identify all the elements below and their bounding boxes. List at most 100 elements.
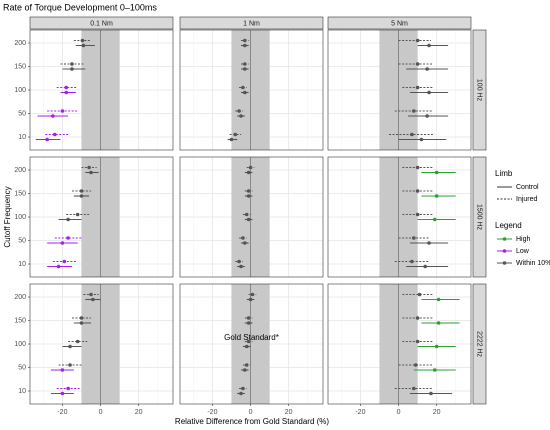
column-label: 5 Nm <box>391 20 408 27</box>
strip <box>179 16 324 30</box>
point <box>81 43 86 48</box>
x-tick-label: 0 <box>99 409 103 416</box>
point <box>246 170 251 175</box>
point <box>243 67 247 71</box>
point <box>246 194 251 198</box>
point <box>79 321 84 325</box>
legend-swatch <box>502 261 507 265</box>
point <box>79 194 84 198</box>
point <box>79 189 84 193</box>
y-tick-label: 150 <box>14 190 26 197</box>
point <box>415 165 420 170</box>
strip <box>472 156 487 278</box>
y-tick-label: 150 <box>14 63 26 70</box>
y-tick-label: 100 <box>14 214 26 221</box>
x-tick-label: 20 <box>285 409 293 416</box>
point <box>436 297 441 302</box>
point <box>434 170 439 175</box>
point <box>434 344 439 349</box>
y-tick-label: 200 <box>14 40 26 47</box>
point <box>66 217 70 222</box>
point <box>243 43 247 48</box>
point <box>237 259 241 264</box>
legend-title: Limb <box>495 169 513 178</box>
panel-border <box>327 283 472 405</box>
x-tick-label: 20 <box>433 409 441 416</box>
point <box>239 264 243 269</box>
point <box>246 339 251 344</box>
y-tick-label: 50 <box>18 364 26 371</box>
x-tick-label: 0 <box>397 409 401 416</box>
panel-border <box>179 29 324 151</box>
point <box>412 386 416 391</box>
point <box>246 217 251 222</box>
point <box>51 114 55 118</box>
point <box>246 189 251 193</box>
row-label: 100 Hz <box>476 79 483 102</box>
point <box>233 132 238 137</box>
y-tick-label: 100 <box>14 87 26 94</box>
row-label: 2222 Hz <box>476 331 483 358</box>
point <box>427 241 431 245</box>
point <box>410 259 414 264</box>
point <box>415 316 420 320</box>
legend-label: Low <box>516 248 530 255</box>
row-label: 1500 Hz <box>476 204 483 231</box>
panel-border <box>179 156 324 278</box>
point <box>45 137 49 142</box>
point <box>89 292 93 297</box>
y-tick-label: 200 <box>14 167 26 174</box>
y-tick-label: 10 <box>18 134 26 141</box>
point <box>427 43 431 48</box>
point <box>415 38 420 43</box>
y-tick-label: 150 <box>14 317 26 324</box>
point <box>75 212 80 217</box>
x-tick-label: -20 <box>207 409 217 416</box>
point <box>52 132 57 137</box>
x-tick-label: 0 <box>249 409 253 416</box>
point <box>243 38 247 43</box>
point <box>248 297 253 302</box>
point <box>241 386 245 391</box>
point <box>56 264 61 269</box>
point <box>244 212 249 217</box>
column-label: 1 Nm <box>243 20 260 27</box>
y-tick-label: 50 <box>18 110 26 117</box>
x-tick-label: -20 <box>355 409 365 416</box>
point <box>68 363 72 367</box>
point <box>413 363 418 367</box>
point <box>244 344 249 349</box>
chart-title: Rate of Torque Development 0–100ms <box>3 2 157 12</box>
point <box>423 264 428 269</box>
panel-border <box>327 156 472 278</box>
point <box>241 236 245 240</box>
point <box>68 344 72 349</box>
y-tick-label: 10 <box>18 261 26 268</box>
point <box>410 132 414 137</box>
point <box>60 391 65 396</box>
point <box>250 292 255 297</box>
point <box>87 165 91 170</box>
y-tick-label: 10 <box>18 388 26 395</box>
point <box>243 241 247 245</box>
point <box>248 165 253 170</box>
legend-title: Legend <box>495 221 522 230</box>
strip <box>327 16 472 30</box>
annotation: Gold Standard* <box>224 333 279 342</box>
point <box>246 321 251 325</box>
y-tick-label: 200 <box>14 294 26 301</box>
x-tick-label: -20 <box>57 409 67 416</box>
point <box>229 137 234 142</box>
point <box>419 137 424 142</box>
y-axis-title: Cutoff Frequency <box>3 186 12 247</box>
point <box>425 114 429 118</box>
legend-label: Injured <box>516 196 538 203</box>
point <box>246 316 251 320</box>
point <box>239 114 243 118</box>
x-tick-label: 20 <box>135 409 143 416</box>
point <box>432 217 437 222</box>
legend-label: Within 10% <box>516 260 550 267</box>
point <box>415 212 420 217</box>
legend-swatch <box>502 237 507 241</box>
point <box>243 90 247 95</box>
